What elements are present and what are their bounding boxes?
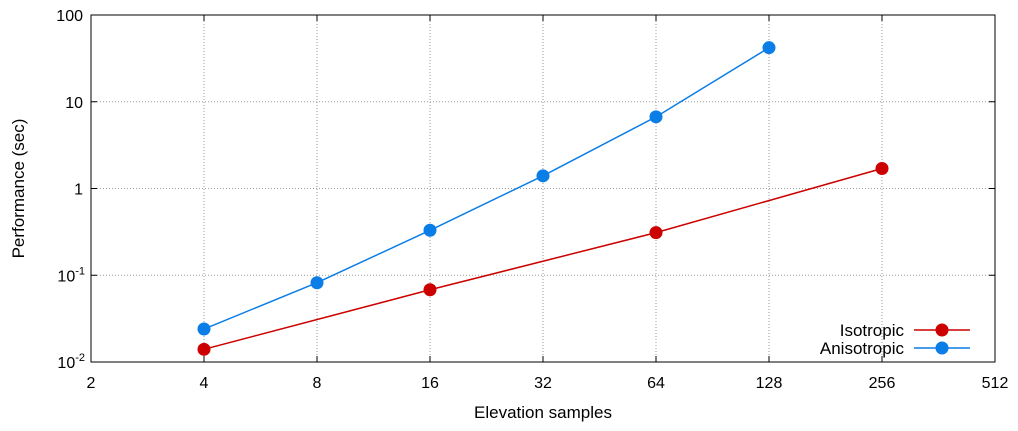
isotropic-data-point: [875, 162, 889, 176]
y-tick-label: 100: [56, 8, 83, 25]
y-tick-label: 10-1: [57, 265, 85, 285]
y-axis-label: Performance (sec): [9, 119, 28, 259]
x-tick-label: 512: [982, 375, 1009, 392]
x-tick-label: 64: [647, 375, 665, 392]
anisotropic-data-point: [310, 276, 324, 290]
x-tick-label: 32: [534, 375, 552, 392]
legend-label-anisotropic: Anisotropic: [820, 339, 905, 358]
isotropic-series-line: [203, 167, 883, 351]
anisotropic-data-point: [536, 169, 550, 183]
y-tick-label: 1: [74, 182, 83, 199]
anisotropic-data-point: [649, 110, 663, 124]
legend-marker-isotropic: [935, 323, 949, 337]
y-tick-label: 10-2: [57, 352, 85, 372]
anisotropic-data-point: [197, 322, 211, 336]
x-tick-label: 256: [869, 375, 896, 392]
anisotropic-data-point: [762, 41, 776, 55]
legend-marker-anisotropic: [935, 341, 949, 355]
x-axis-label: Elevation samples: [474, 403, 612, 422]
x-tick-label: 16: [421, 375, 439, 392]
series-lines: [197, 41, 889, 356]
anisotropic-data-point: [423, 223, 437, 237]
x-tick-label: 8: [313, 375, 322, 392]
grid-lines: [91, 15, 995, 362]
isotropic-data-point: [197, 342, 211, 356]
x-tick-label: 4: [200, 375, 209, 392]
y-tick-label: 10: [65, 95, 83, 112]
anisotropic-series-line: [203, 47, 770, 330]
legend-label-isotropic: Isotropic: [840, 321, 905, 340]
x-tick-label: 128: [756, 375, 783, 392]
isotropic-data-point: [649, 226, 663, 240]
axis-ticks: 2 4 8 16 32 64 128 256 512 10-2 10-1 1 10 100: [56, 8, 1008, 392]
x-tick-label: 2: [87, 375, 96, 392]
isotropic-data-point: [423, 283, 437, 297]
